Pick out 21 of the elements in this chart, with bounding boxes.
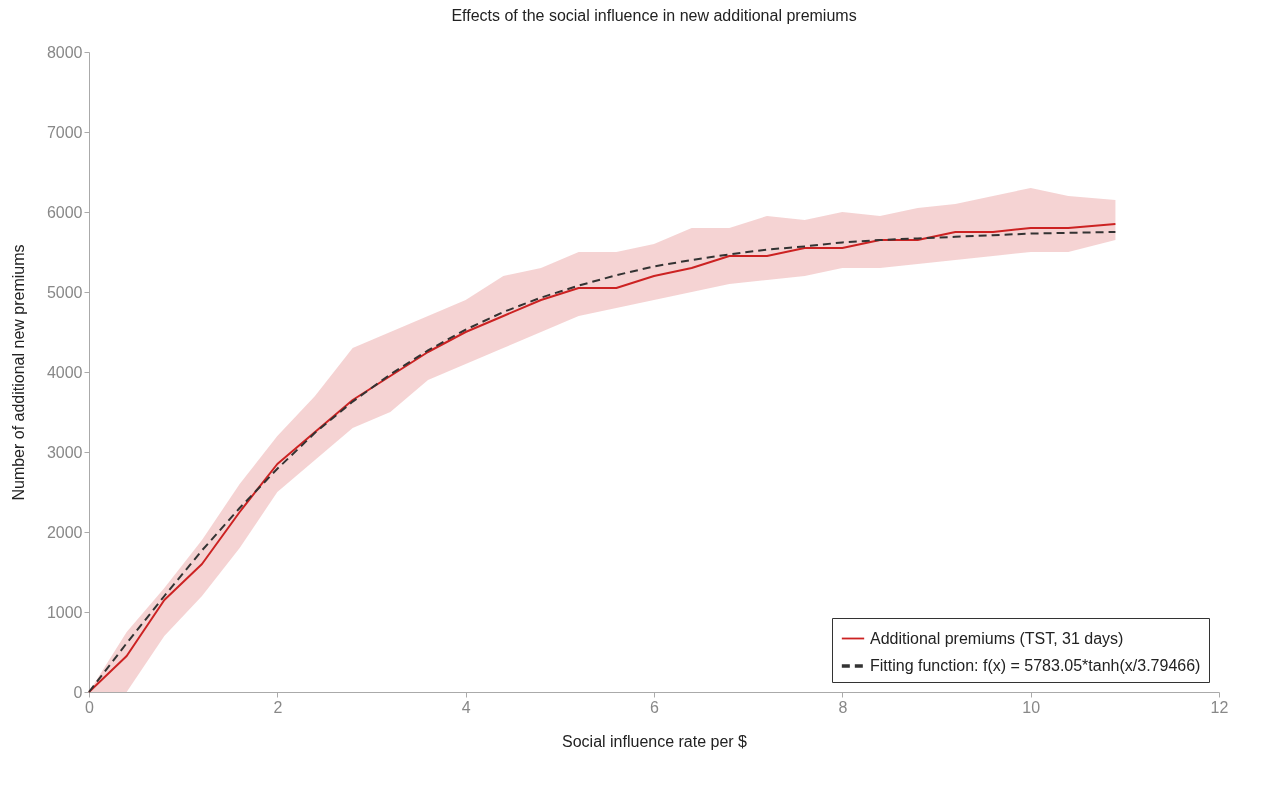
x-tick-label: 12 bbox=[1210, 698, 1229, 716]
x-tick-label: 10 bbox=[1022, 698, 1041, 716]
y-tick-label: 8000 bbox=[46, 43, 83, 61]
y-axis-title: Number of additional new premiums bbox=[9, 244, 27, 501]
y-tick-label: 1000 bbox=[46, 603, 83, 621]
x-tick-label: 0 bbox=[85, 698, 95, 716]
y-tick-label: 0 bbox=[73, 683, 83, 701]
y-tick-label: 2000 bbox=[46, 523, 83, 541]
x-tick-label: 6 bbox=[650, 698, 660, 716]
y-tick-label: 3000 bbox=[46, 443, 83, 461]
legend-label: Fitting function: f(x) = 5783.05*tanh(x/3.79466) bbox=[870, 657, 1201, 674]
chart-title: Effects of the social influence in new additional premiums bbox=[451, 7, 857, 24]
x-tick-label: 8 bbox=[838, 698, 848, 716]
x-tick-label: 4 bbox=[461, 698, 471, 716]
y-tick-label: 7000 bbox=[46, 123, 83, 141]
x-tick-label: 2 bbox=[273, 698, 283, 716]
y-tick-label: 6000 bbox=[46, 203, 83, 221]
x-axis-title: Social influence rate per $ bbox=[562, 732, 748, 750]
y-tick-label: 4000 bbox=[46, 363, 83, 381]
legend-label: Additional premiums (TST, 31 days) bbox=[870, 629, 1124, 647]
y-tick-label: 5000 bbox=[46, 283, 83, 301]
